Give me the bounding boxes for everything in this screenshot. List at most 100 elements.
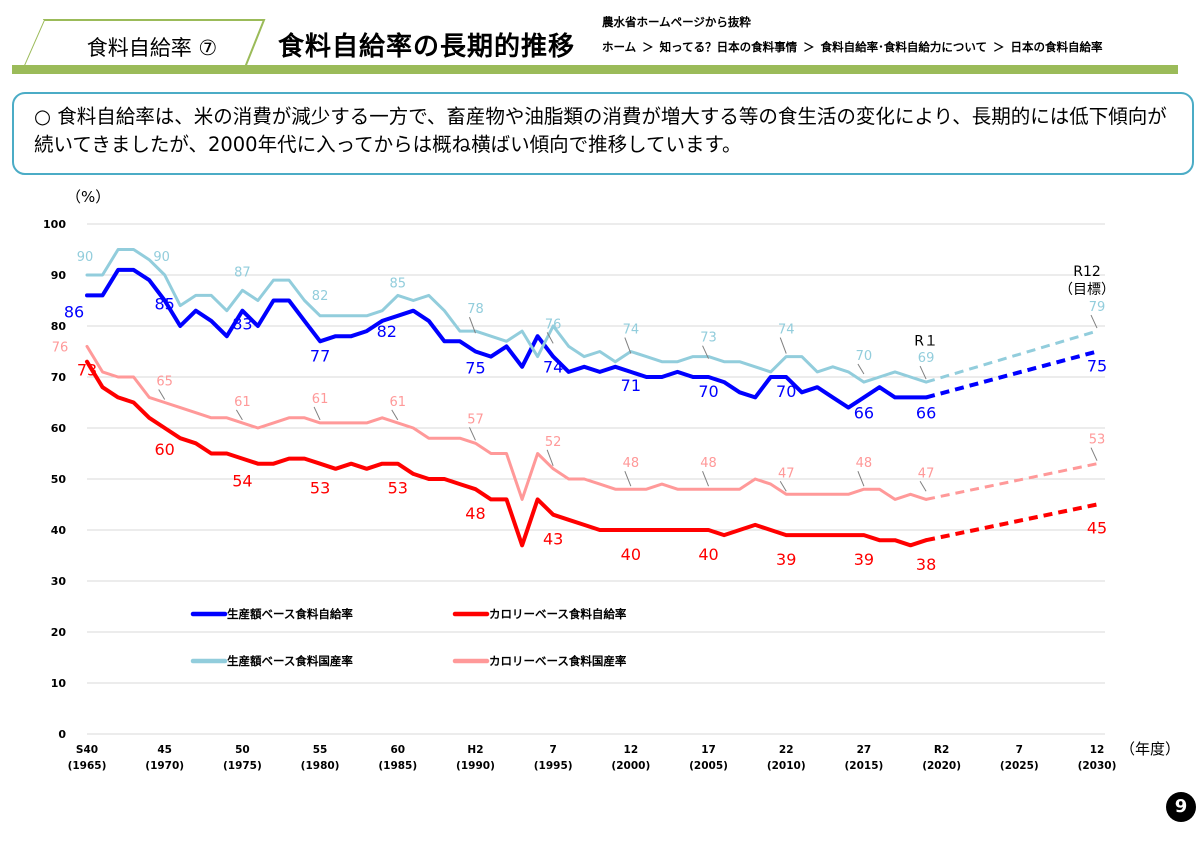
x-tick-label: 12	[624, 744, 639, 756]
x-tick-label: 50	[235, 744, 250, 756]
data-label-production_domestic: 74	[778, 323, 795, 338]
x-tick-year-label: (2000)	[611, 760, 650, 772]
data-label-production_self: 86	[64, 302, 84, 321]
header-tab-label: 食料自給率 ⑦	[86, 36, 218, 60]
data-label-calorie_domestic: 57	[467, 412, 484, 427]
y-tick-label: 10	[51, 677, 67, 690]
data-label-calorie_self: 60	[155, 440, 175, 459]
x-tick-label: 60	[390, 744, 405, 756]
series-line-production_self	[85, 267, 929, 410]
y-tick-label: 90	[51, 269, 67, 282]
data-label-calorie_domestic: 61	[389, 395, 406, 410]
target-line-calorie_domestic	[925, 462, 1098, 501]
x-tick-year-label: (1975)	[223, 760, 262, 772]
x-tick-year-label: (1970)	[145, 760, 184, 772]
x-tick-label: 12	[1090, 744, 1105, 756]
x-tick-year-label: (2030)	[1078, 760, 1117, 772]
target-line-calorie_self	[925, 502, 1098, 543]
data-label-calorie_domestic: 48	[856, 456, 873, 471]
leader-line	[546, 332, 554, 344]
data-label-production_self: 71	[621, 376, 641, 395]
self-sufficiency-chart: 0 10 20 30 40 50 60 70 80 90 100（%） S40 (1965) 45 (197…	[43, 188, 1180, 772]
data-label-production_self: 83	[232, 315, 252, 334]
data-label-production_domestic: 78	[467, 302, 484, 317]
data-label-calorie_domestic: 48	[623, 456, 640, 471]
x-tick-label: S40	[76, 744, 98, 756]
leader-line	[919, 481, 927, 492]
y-tick-label: 0	[58, 728, 66, 741]
data-label-calorie_domestic: 61	[312, 392, 329, 407]
leader-line	[779, 337, 787, 354]
data-label-production_self: 70	[776, 382, 796, 401]
data-label-calorie_self: 73	[77, 361, 97, 380]
x-tick-year-label: (1965)	[68, 760, 107, 772]
data-label-calorie_self: 48	[465, 504, 485, 523]
leader-line	[235, 409, 243, 421]
y-tick-label: 80	[51, 320, 67, 333]
data-label-production_domestic: 90	[153, 250, 170, 265]
y-tick-label: 50	[51, 473, 67, 486]
leader-line	[779, 481, 787, 492]
page-title: 食料自給率の長期的推移	[278, 32, 576, 62]
leader-line	[468, 317, 476, 334]
x-tick-label: 55	[313, 744, 328, 756]
data-label-production_domestic: 74	[623, 323, 640, 338]
x-tick-year-label: (1985)	[378, 760, 417, 772]
x-tick-year-label: (2020)	[922, 760, 961, 772]
data-label-production_domestic: 76	[545, 317, 562, 332]
data-label-calorie_self: 45	[1087, 519, 1107, 538]
x-tick-year-label: (1995)	[534, 760, 573, 772]
data-label-calorie_domestic: 53	[1089, 433, 1106, 448]
data-label-calorie_domestic: 52	[545, 435, 562, 450]
data-label-production_self: 75	[1087, 357, 1107, 376]
data-label-calorie_domestic: 47	[918, 466, 935, 481]
leader-line	[1090, 314, 1098, 329]
data-label-calorie_self: 43	[543, 530, 563, 549]
legend-label-production_self: 生産額ベース食料自給率	[227, 607, 353, 621]
source-note: 農水省ホームページから抜粋	[602, 15, 751, 29]
leader-line	[158, 389, 166, 400]
legend-label-calorie_domestic: カロリーベース食料国産率	[489, 654, 627, 668]
x-tick-label: 7	[549, 744, 556, 756]
data-label-production_domestic: 82	[312, 289, 329, 304]
data-label-production_domestic: 70	[856, 349, 873, 364]
x-axis-title: （年度）	[1120, 740, 1180, 758]
leader-line	[857, 363, 865, 375]
annotation-r1: R１	[914, 333, 938, 349]
y-tick-label: 70	[51, 371, 67, 384]
series-line-calorie_self	[85, 359, 929, 548]
x-tick-label: 7	[1016, 744, 1023, 756]
legend-label-calorie_self: カロリーベース食料自給率	[489, 607, 627, 621]
data-label-calorie_self: 53	[388, 479, 408, 498]
data-label-calorie_domestic: 65	[156, 375, 173, 390]
data-label-production_self: 74	[543, 358, 563, 377]
x-tick-label: 45	[157, 744, 172, 756]
data-label-calorie_domestic: 76	[52, 340, 69, 355]
data-label-calorie_self: 38	[916, 555, 936, 574]
data-label-calorie_domestic: 48	[700, 456, 717, 471]
summary-box: ○ 食料自給率は、米の消費が減少する一方で、畜産物や油脂類の消費が増大する等の食…	[12, 92, 1194, 175]
leader-line	[624, 337, 632, 354]
leader-line	[1090, 447, 1098, 461]
x-tick-label: R2	[934, 744, 949, 756]
data-label-calorie_self: 39	[854, 550, 874, 569]
data-label-production_domestic: 79	[1089, 300, 1106, 315]
y-tick-label: 40	[51, 524, 67, 537]
header-divider-bar	[12, 65, 1178, 74]
leader-line	[624, 471, 632, 487]
leader-line	[546, 449, 554, 466]
x-tick-year-label: (1990)	[456, 760, 495, 772]
y-tick-label: 30	[51, 575, 67, 588]
summary-text: ○ 食料自給率は、米の消費が減少する一方で、畜産物や油脂類の消費が増大する等の食…	[34, 105, 1167, 156]
leader-line	[857, 471, 865, 487]
data-label-production_self: 75	[465, 359, 485, 378]
data-label-production_domestic: 87	[234, 265, 251, 280]
data-label-calorie_domestic: 47	[778, 466, 795, 481]
leader-line	[702, 471, 710, 487]
y-tick-label: 20	[51, 626, 67, 639]
data-label-production_domestic: 73	[700, 331, 717, 346]
x-tick-year-label: (2010)	[767, 760, 806, 772]
data-label-production_self: 82	[377, 322, 397, 341]
data-label-production_domestic: 85	[389, 277, 406, 292]
series-line-production_domestic	[85, 248, 928, 384]
